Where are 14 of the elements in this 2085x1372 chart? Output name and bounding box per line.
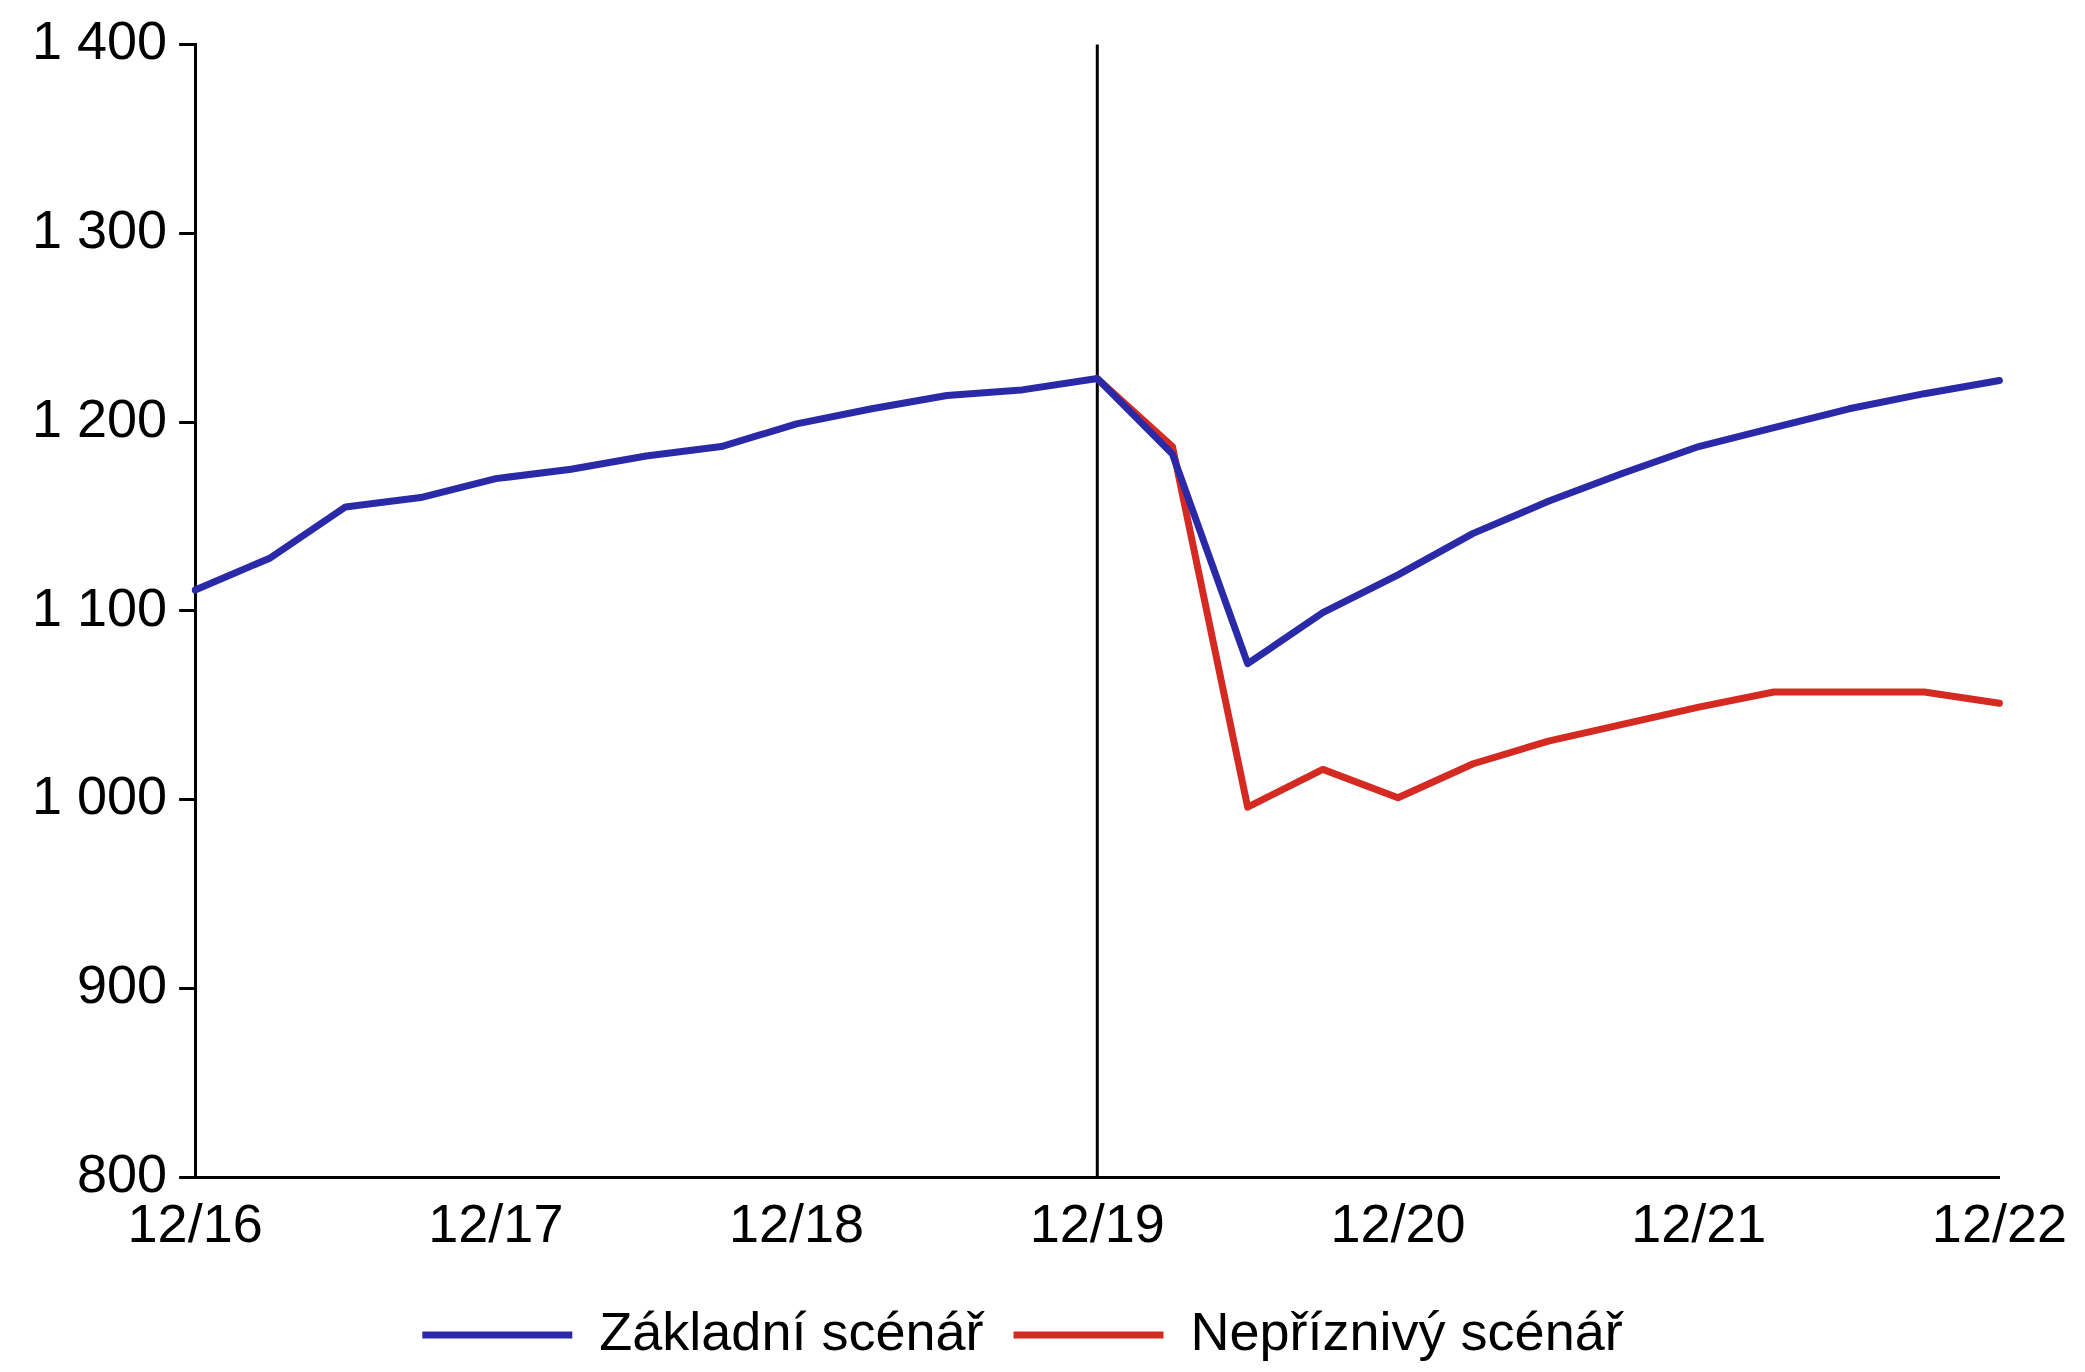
y-tick-label: 1 400 <box>31 10 168 71</box>
x-tick-label: 12/21 <box>1631 1193 1767 1254</box>
legend-label: Nepříznivý scénář <box>1190 1300 1624 1361</box>
x-tick-label: 12/18 <box>729 1193 865 1254</box>
legend-label: Základní scénář <box>599 1300 985 1361</box>
y-tick-label: 1 200 <box>31 387 168 448</box>
y-tick-label: 1 100 <box>31 576 168 637</box>
x-tick-label: 12/20 <box>1330 1193 1466 1254</box>
y-tick-label: 1 000 <box>31 765 168 826</box>
x-tick-label: 12/19 <box>1029 1193 1165 1254</box>
y-tick-label: 1 300 <box>31 199 168 260</box>
y-tick-label: 900 <box>77 954 168 1015</box>
x-tick-label: 12/17 <box>428 1193 564 1254</box>
x-tick-label: 12/22 <box>1931 1193 2067 1254</box>
